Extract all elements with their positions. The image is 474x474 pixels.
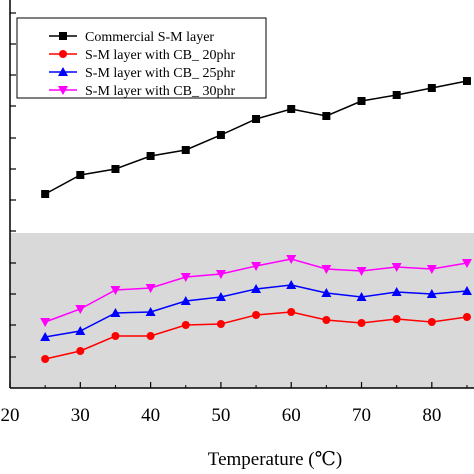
data-point (111, 165, 120, 173)
data-point (426, 265, 437, 274)
data-point (322, 112, 331, 120)
data-point (321, 288, 332, 297)
x-tick-label: 40 (141, 405, 160, 426)
legend-marker (58, 86, 68, 95)
data-point (287, 308, 296, 316)
data-point (75, 326, 86, 335)
data-point (75, 305, 86, 314)
data-point (391, 263, 402, 272)
legend-box (16, 17, 267, 99)
shaded-band (10, 233, 474, 388)
data-point (145, 284, 156, 293)
data-point (322, 316, 331, 324)
legend-entry: S-M layer with CB_ 25phr (49, 66, 235, 81)
x-tick-label: 60 (282, 405, 301, 426)
legend-marker (59, 32, 67, 40)
series-3 (40, 280, 472, 341)
series-2 (41, 308, 471, 363)
legend-label: S-M layer with CB_ 30phr (85, 84, 235, 99)
legend-entry: S-M layer with CB_ 20phr (49, 48, 235, 63)
data-point (251, 284, 262, 293)
data-point (180, 296, 191, 305)
data-point (251, 262, 262, 271)
data-point (40, 332, 51, 341)
legend-entry: S-M layer with CB_ 30phr (49, 84, 235, 99)
x-tick-label: 50 (211, 405, 230, 426)
data-point (427, 318, 436, 326)
data-point (462, 77, 471, 85)
data-point (356, 292, 367, 301)
data-point (181, 146, 190, 154)
legend-entry: Commercial S-M layer (49, 30, 214, 45)
data-point (357, 319, 366, 327)
data-point (356, 267, 367, 276)
data-point (286, 255, 297, 264)
data-point (41, 190, 50, 198)
data-point (252, 311, 261, 319)
x-axis-label: Temperature (℃) (208, 449, 342, 470)
data-point (76, 347, 85, 355)
data-point (216, 131, 225, 139)
data-point (252, 115, 261, 123)
data-point (180, 273, 191, 282)
legend: Commercial S-M layer S-M layer with CB_ 2… (16, 17, 267, 99)
x-tick-label: 80 (422, 405, 441, 426)
data-point (286, 280, 297, 289)
legend-label: Commercial S-M layer (85, 30, 214, 45)
data-point (392, 91, 401, 99)
data-point (110, 308, 121, 317)
x-tick-label: 30 (71, 405, 90, 426)
legend-label: S-M layer with CB_ 25phr (85, 66, 235, 81)
data-point (426, 289, 437, 298)
data-point (145, 307, 156, 316)
data-point (357, 97, 366, 105)
data-point (110, 286, 121, 295)
data-point (146, 332, 155, 340)
data-point (392, 315, 401, 323)
legend-label: S-M layer with CB_ 20phr (85, 48, 235, 63)
data-point (391, 287, 402, 296)
data-point (111, 332, 120, 340)
legend-marker (58, 67, 68, 76)
data-point (181, 321, 190, 329)
data-point (461, 259, 472, 268)
data-point (76, 171, 85, 179)
legend-marker (59, 50, 67, 58)
data-point (461, 286, 472, 295)
x-tick-label: 70 (352, 405, 371, 426)
series-4 (40, 255, 472, 327)
x-tick-label: 20 (1, 405, 20, 426)
data-point (146, 152, 155, 160)
data-point (287, 105, 296, 113)
series-1 (41, 77, 471, 198)
data-point (40, 318, 51, 327)
data-point (216, 320, 225, 328)
data-point (462, 313, 471, 321)
data-point (215, 292, 226, 301)
data-point (215, 270, 226, 279)
data-point (321, 265, 332, 274)
data-point (41, 355, 50, 363)
data-point (427, 84, 436, 92)
